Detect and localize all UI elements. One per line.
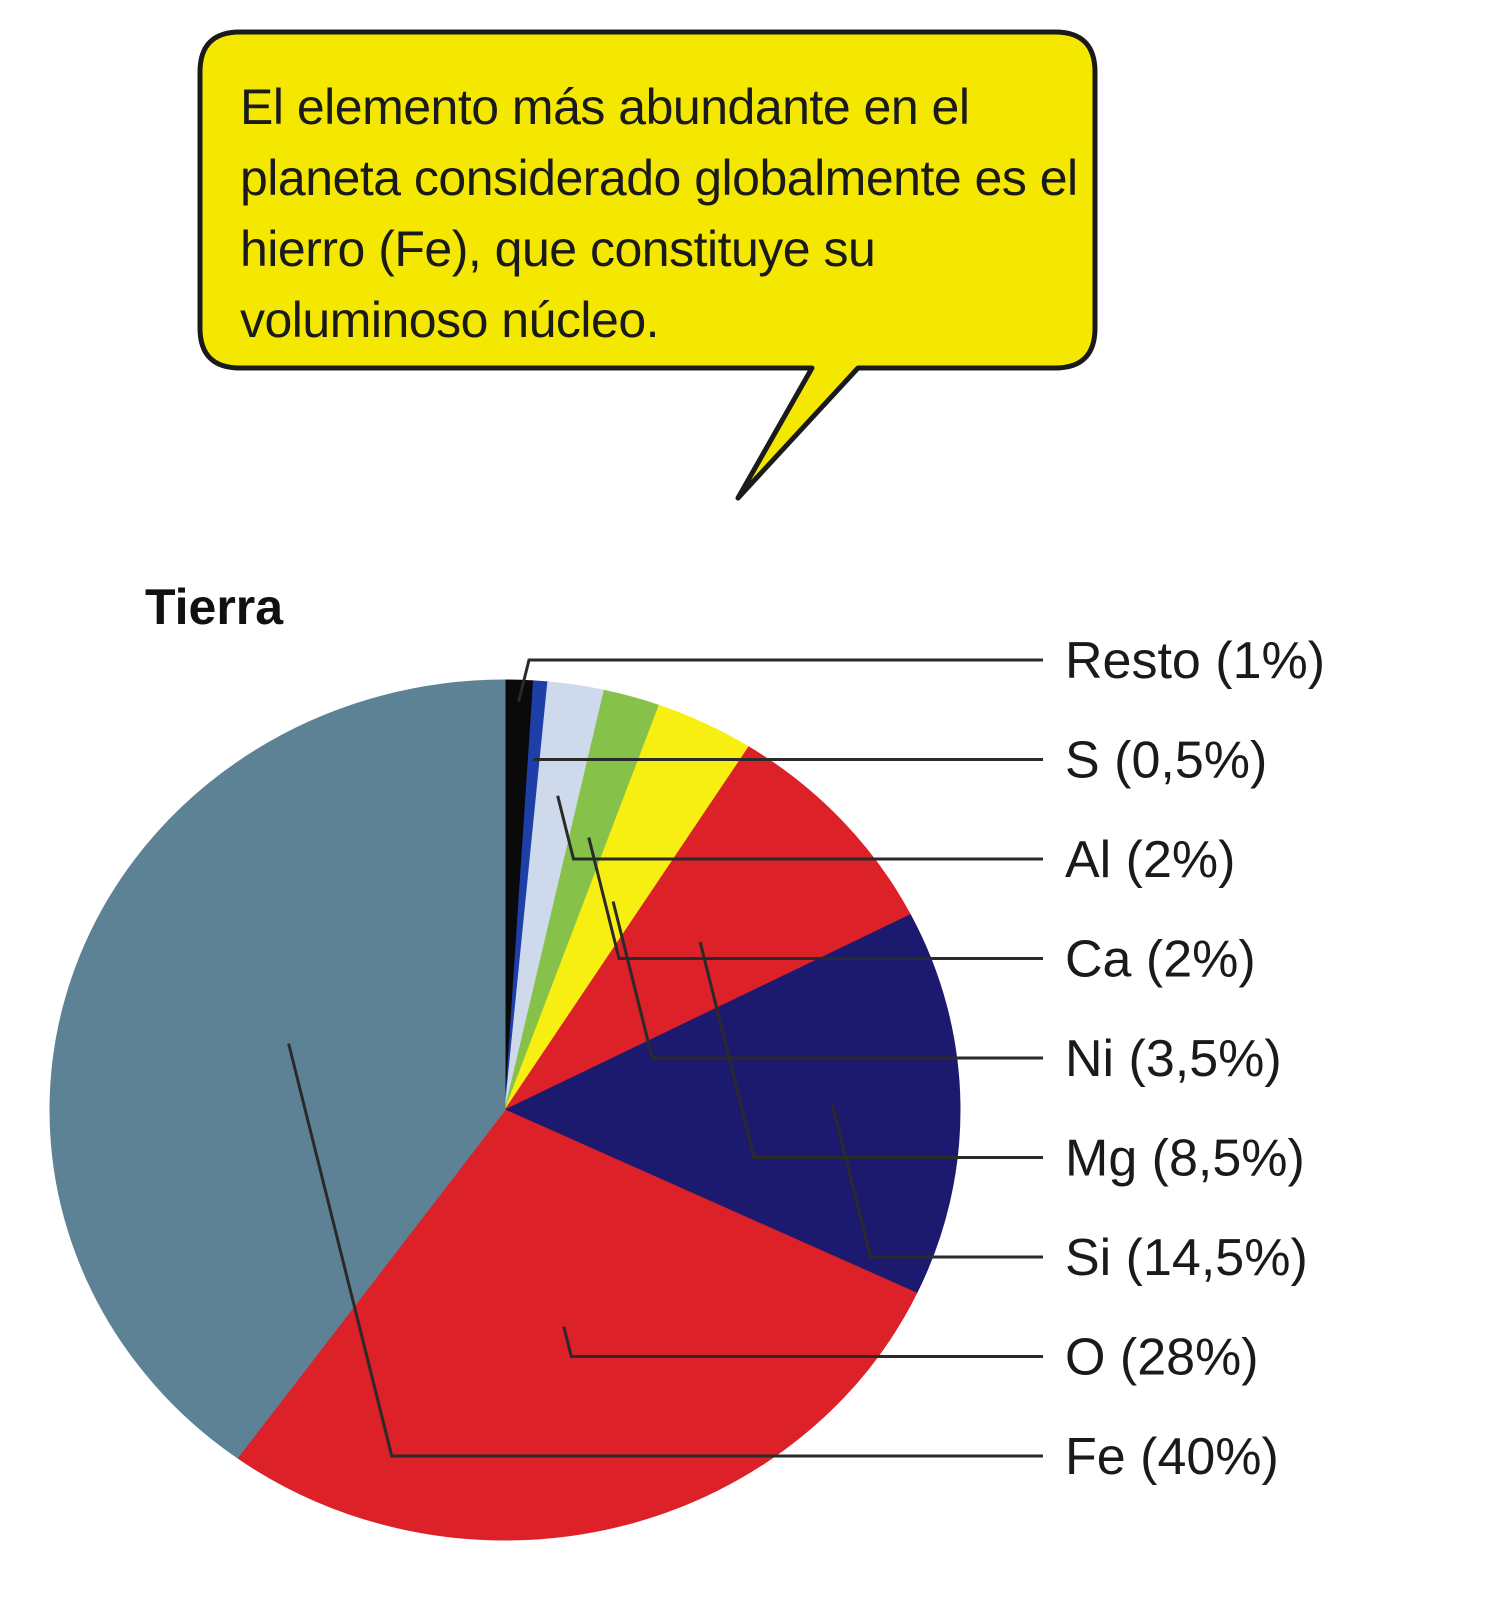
legend-label-si: Si (14,5%) [1065, 1229, 1308, 1287]
leader-lines [287, 658, 1043, 1458]
pie-slice-fe [49, 679, 506, 1459]
legend-labels: Resto (1%) S (0,5%) Al (2%) Ca (2%) Ni (3,5%… [1065, 632, 1325, 1486]
pie-slice-si [503, 914, 961, 1294]
leader-line-s [532, 758, 1043, 761]
callout-shape [197, 29, 1098, 501]
pie-slices [49, 679, 961, 1541]
leader-line-resto [517, 658, 1043, 703]
leader-line-al [556, 795, 1043, 861]
pie-slice-o [236, 1109, 918, 1541]
chart-title: Tierra [145, 579, 284, 635]
leader-line-fe [287, 1043, 1043, 1458]
legend-label-ni: Ni (3,5%) [1065, 1030, 1282, 1088]
callout-bubble [197, 29, 1098, 501]
leader-line-ni [611, 901, 1043, 1060]
legend-label-fe: Fe (40%) [1065, 1428, 1279, 1486]
legend-label-al: Al (2%) [1065, 831, 1235, 889]
pie-slice-mg [503, 746, 912, 1112]
callout-text: El elemento más abundante en el planeta … [240, 79, 1078, 348]
legend-label-mg: Mg (8,5%) [1065, 1130, 1305, 1188]
leader-line-o [562, 1326, 1043, 1358]
leader-line-si [831, 1104, 1043, 1259]
legend-label-resto: Resto (1%) [1065, 632, 1325, 690]
leader-line-ca [587, 837, 1043, 960]
legend-label-ca: Ca (2%) [1065, 931, 1256, 989]
legend-label-o: O (28%) [1065, 1329, 1259, 1387]
leader-line-mg [698, 941, 1043, 1159]
legend-label-s: S (0,5%) [1065, 732, 1267, 790]
